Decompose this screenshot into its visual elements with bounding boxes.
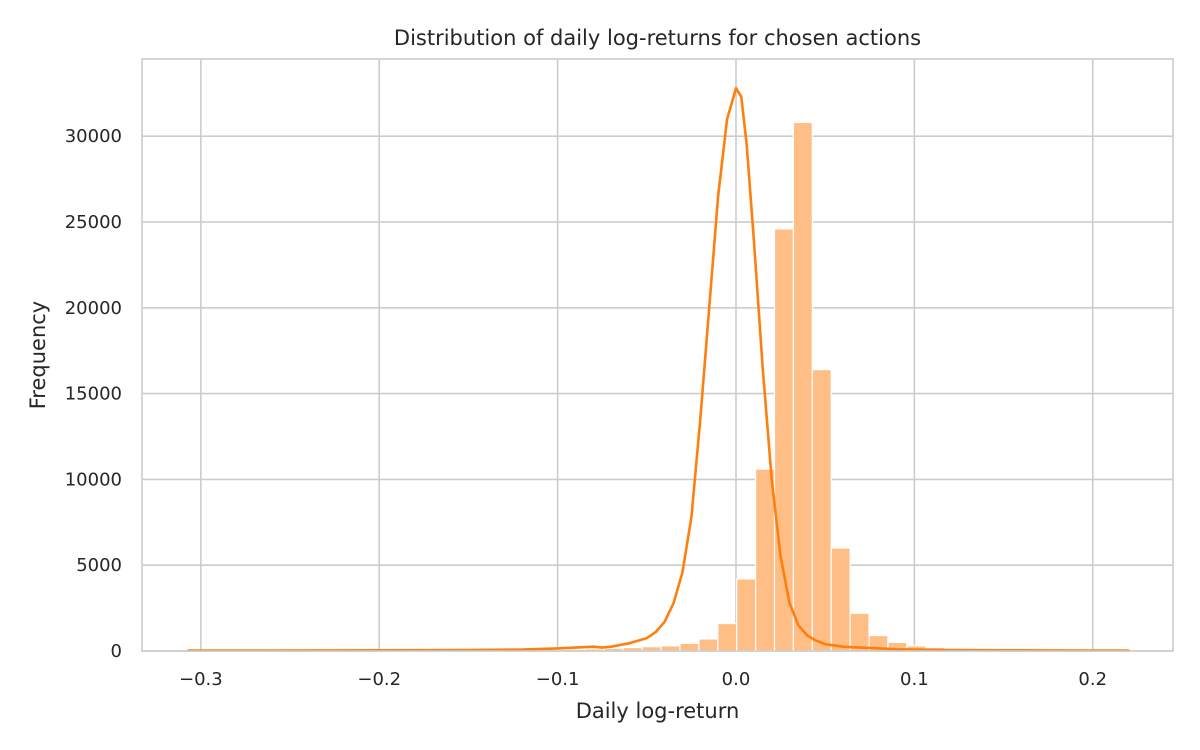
histogram-bar [773, 228, 795, 652]
x-tick-label: −0.2 [357, 669, 401, 690]
y-tick-label: 15000 [65, 384, 122, 405]
chart-title: Distribution of daily log-returns for ch… [394, 26, 921, 50]
x-tick-label: −0.1 [536, 669, 580, 690]
y-tick-label: 25000 [65, 212, 122, 233]
x-axis-label: Daily log-return [576, 699, 740, 723]
histogram-bar [830, 547, 851, 652]
histogram-bar [811, 368, 832, 652]
plot-frame [141, 58, 1174, 652]
y-axis-label: Frequency [26, 301, 50, 410]
x-tick-label: 0.1 [900, 669, 929, 690]
x-tick-label: 0.2 [1078, 669, 1107, 690]
histogram-bar [698, 638, 719, 652]
tick-labels: −0.3 −0.2 −0.1 0.0 0.1 0.2 0 5000 10000 15000 2000… [65, 126, 1107, 690]
x-tick-label: −0.3 [179, 669, 223, 690]
histogram-bar [717, 622, 738, 652]
histogram-bar [849, 612, 870, 652]
y-tick-label: 0 [111, 641, 122, 662]
y-tick-label: 5000 [76, 555, 122, 576]
kde-curve [187, 86, 1130, 652]
y-tick-label: 10000 [65, 469, 122, 490]
y-tick-label: 30000 [65, 126, 122, 147]
x-tick-label: 0.0 [722, 669, 751, 690]
histogram-bar [792, 121, 813, 652]
grid [142, 59, 1173, 652]
histogram-bar [736, 578, 757, 652]
histogram-bar [679, 642, 700, 652]
histogram-bar [755, 468, 776, 652]
y-tick-label: 20000 [65, 298, 122, 319]
kde-curve-layer [187, 86, 1130, 652]
histogram-bars [187, 121, 1135, 652]
